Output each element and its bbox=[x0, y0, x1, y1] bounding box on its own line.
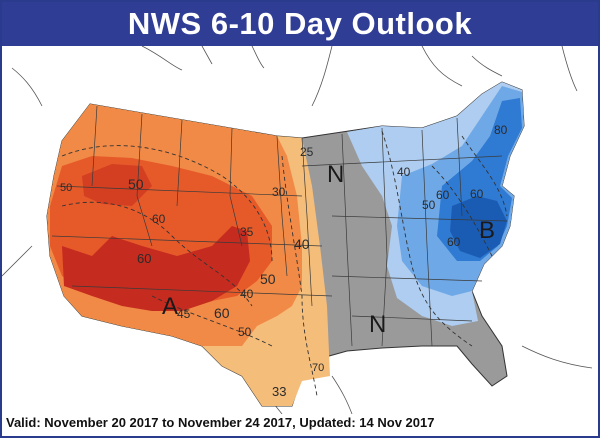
contour-label-60-east-1: 60 bbox=[436, 188, 450, 202]
contour-label-33: 33 bbox=[272, 384, 286, 399]
contour-label-50-west: 50 bbox=[60, 182, 72, 194]
below-strong-region bbox=[450, 196, 507, 258]
contour-label-25: 25 bbox=[300, 145, 314, 159]
contour-label-60-east-3: 60 bbox=[470, 187, 484, 201]
contour-labels: 50 60 60 45 60 50 40 50 35 30 40 25 70 3… bbox=[60, 123, 508, 399]
valid-dates-caption: Valid: November 20 2017 to November 24 2… bbox=[6, 415, 435, 430]
normal-marker-north: N bbox=[327, 161, 344, 188]
contour-label-40-south: 40 bbox=[240, 287, 254, 301]
contour-label-80: 80 bbox=[494, 123, 508, 137]
contour-label-45: 45 bbox=[177, 307, 191, 321]
contour-label-60-south: 60 bbox=[214, 305, 230, 321]
contour-label-50-south: 50 bbox=[238, 325, 252, 339]
contour-label-40-west: 40 bbox=[294, 236, 310, 252]
normal-marker-south: N bbox=[369, 311, 386, 338]
title-bar: NWS 6-10 Day Outlook bbox=[2, 2, 598, 46]
above-strong-region-2 bbox=[82, 164, 152, 206]
contour-label-60-central: 60 bbox=[137, 251, 151, 266]
above-normal-marker: A bbox=[162, 293, 178, 320]
map-background-lines bbox=[2, 46, 593, 414]
contour-label-50-central: 50 bbox=[260, 271, 276, 287]
below-normal-marker: B bbox=[479, 217, 495, 244]
contour-lines bbox=[61, 130, 508, 397]
page-title: NWS 6-10 Day Outlook bbox=[127, 6, 473, 41]
contour-label-60-west: 60 bbox=[152, 212, 166, 226]
contour-label-50-north: 50 bbox=[128, 176, 144, 192]
outlook-map: 50 60 60 45 60 50 40 50 35 30 40 25 70 3… bbox=[2, 46, 593, 414]
contour-label-30: 30 bbox=[272, 185, 286, 199]
contour-label-50-east: 50 bbox=[422, 198, 436, 212]
state-boundaries bbox=[51, 105, 508, 347]
contour-label-35: 35 bbox=[240, 225, 254, 239]
contour-label-70: 70 bbox=[312, 362, 324, 374]
contour-label-60-east-2: 60 bbox=[447, 235, 461, 249]
above-strong-region bbox=[62, 226, 250, 311]
contour-label-40-east: 40 bbox=[397, 165, 411, 179]
